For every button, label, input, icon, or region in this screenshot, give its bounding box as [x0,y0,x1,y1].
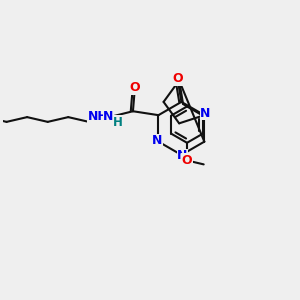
Text: H: H [113,116,123,128]
Text: O: O [172,72,183,85]
Text: N: N [152,134,163,147]
Text: NH: NH [88,110,108,123]
Text: O: O [182,154,192,167]
Text: N: N [177,149,188,162]
Text: N: N [200,107,211,120]
Text: N: N [172,72,182,85]
Text: O: O [130,81,140,94]
Text: N: N [103,110,114,123]
